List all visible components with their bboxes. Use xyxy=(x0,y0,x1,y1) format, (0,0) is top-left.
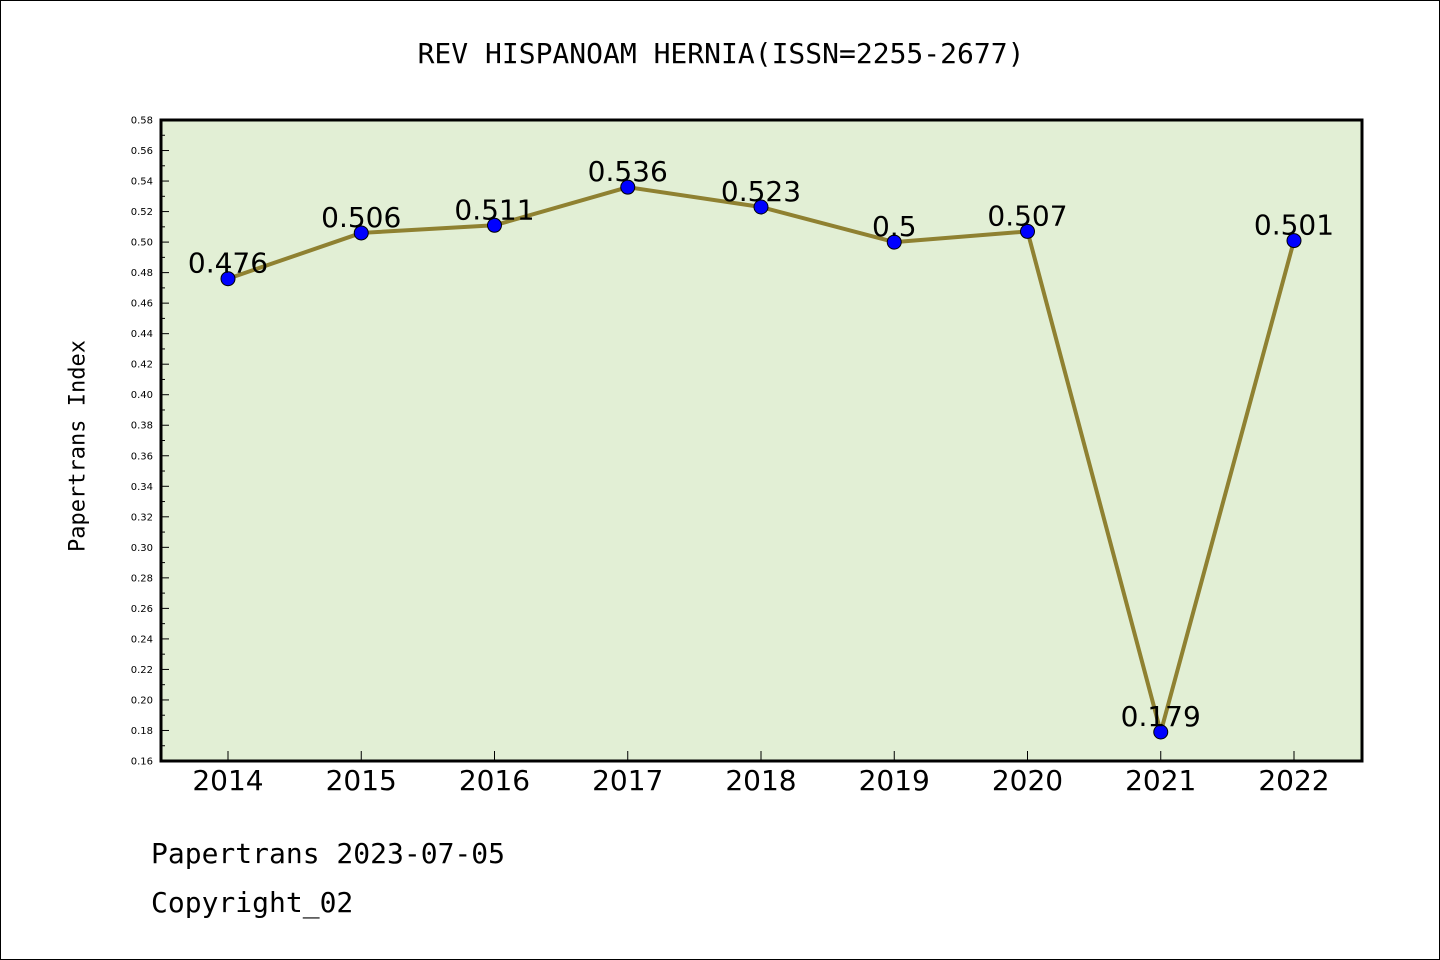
y-tick-label: 0.50 xyxy=(131,238,153,249)
data-point xyxy=(1286,233,1302,249)
y-tick-label: 0.30 xyxy=(131,543,153,554)
data-point xyxy=(353,225,369,241)
x-tick-label: 2015 xyxy=(326,764,397,797)
x-tick-label: 2017 xyxy=(592,764,663,797)
y-tick-label: 0.20 xyxy=(131,695,153,706)
data-label: 0.501 xyxy=(1254,209,1334,242)
data-labels: 0.476 0.506 0.511 0.536 0.523 0.5 0.507 0.179 0.… xyxy=(188,155,1334,733)
y-tick-label: 0.32 xyxy=(131,512,153,523)
chart-title: REV HISPANOAM HERNIA(ISSN=2255-2677) xyxy=(417,37,1025,70)
y-tick-label: 0.22 xyxy=(131,665,153,676)
y-tick-label: 0.52 xyxy=(131,207,153,218)
y-tick-label: 0.28 xyxy=(131,573,153,584)
y-tick-label: 0.34 xyxy=(131,482,153,493)
y-tick-label: 0.40 xyxy=(131,390,153,401)
y-tick-label: 0.42 xyxy=(131,360,153,371)
data-label: 0.506 xyxy=(321,201,401,234)
y-tick-label: 0.58 xyxy=(131,116,153,127)
y-tick-label: 0.44 xyxy=(131,329,153,340)
x-tick-label: 2021 xyxy=(1125,764,1196,797)
y-tick-label: 0.56 xyxy=(131,146,153,157)
y-tick-label: 0.18 xyxy=(131,726,153,737)
x-tick-label: 2022 xyxy=(1258,764,1329,797)
data-label: 0.476 xyxy=(188,247,268,280)
data-label: 0.5 xyxy=(872,210,917,243)
x-tick-label: 2014 xyxy=(192,764,263,797)
data-label: 0.511 xyxy=(454,193,534,226)
data-point xyxy=(753,199,769,215)
footer-copyright: Copyright_02 xyxy=(151,886,354,919)
data-point xyxy=(1153,724,1169,740)
y-axis-ticks: 0.16 0.18 0.20 0.22 0.24 0.26 0.28 0.30 0.32 0.34… xyxy=(131,116,169,768)
data-markers xyxy=(220,179,1302,740)
footer-date: Papertrans 2023-07-05 xyxy=(151,837,506,870)
y-tick-label: 0.16 xyxy=(131,757,153,768)
x-tick-label: 2019 xyxy=(859,764,930,797)
data-label: 0.179 xyxy=(1121,700,1201,733)
y-tick-label: 0.48 xyxy=(131,268,153,279)
data-point xyxy=(886,234,902,250)
y-tick-label: 0.26 xyxy=(131,604,153,615)
data-point xyxy=(487,217,502,233)
y-tick-label: 0.54 xyxy=(131,177,153,188)
x-tick-label: 2018 xyxy=(725,764,796,797)
data-label: 0.523 xyxy=(721,175,801,208)
y-tick-label: 0.38 xyxy=(131,421,153,432)
x-axis-ticks: 2014 2015 2016 2017 2018 2019 2020 2021 2022 xyxy=(192,751,1330,797)
x-tick-label: 2016 xyxy=(459,764,530,797)
y-tick-label: 0.46 xyxy=(131,299,153,310)
data-point xyxy=(220,271,236,287)
y-tick-label: 0.24 xyxy=(131,634,153,645)
x-tick-label: 2020 xyxy=(992,764,1063,797)
data-label: 0.507 xyxy=(987,199,1067,232)
data-label: 0.536 xyxy=(588,155,668,188)
y-tick-label: 0.36 xyxy=(131,451,153,462)
data-point xyxy=(620,179,636,195)
data-point xyxy=(1020,223,1035,239)
